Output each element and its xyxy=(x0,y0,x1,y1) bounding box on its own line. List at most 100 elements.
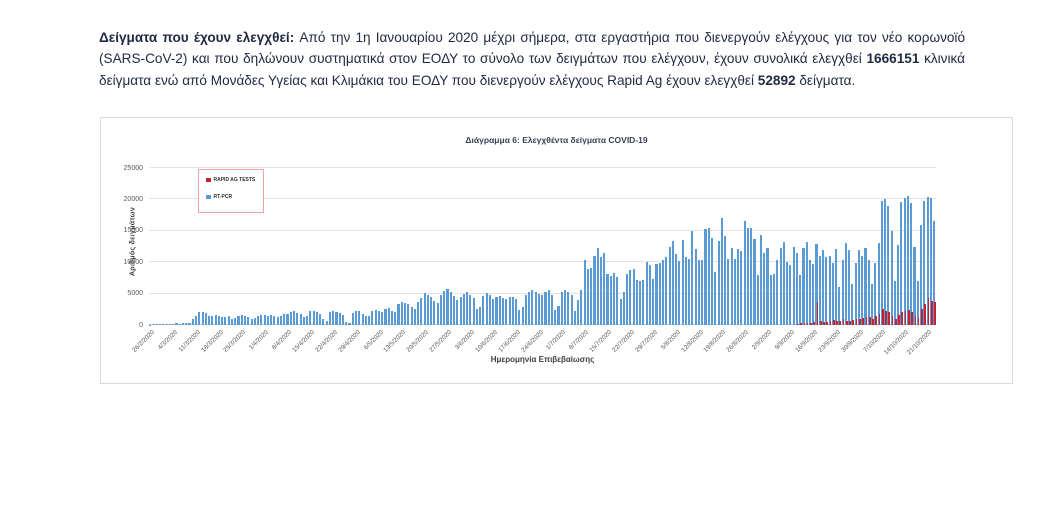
bar-rapid-ag xyxy=(894,319,897,325)
bar-rt-pcr xyxy=(191,319,194,325)
bar-rt-pcr xyxy=(417,302,420,325)
x-tick-label: 10/6/2020 xyxy=(474,329,499,354)
day-slot xyxy=(508,168,511,325)
day-slot xyxy=(472,168,475,325)
day-slot xyxy=(586,168,590,325)
bar-rt-pcr xyxy=(766,248,769,325)
bar-rt-pcr xyxy=(642,280,645,325)
day-slot xyxy=(263,168,266,325)
bar-rt-pcr xyxy=(655,264,658,325)
bar-rapid-ag xyxy=(934,302,936,325)
day-slot xyxy=(766,168,769,325)
bar-rt-pcr xyxy=(573,310,576,325)
day-slot xyxy=(642,168,645,325)
day-slot xyxy=(459,168,462,325)
bar-rt-pcr xyxy=(854,263,857,325)
bar-rapid-ag xyxy=(849,321,851,325)
bar-rapid-ag xyxy=(852,319,855,325)
bar-rt-pcr xyxy=(645,262,648,325)
bar-rt-pcr xyxy=(368,316,371,325)
bar-rapid-ag xyxy=(885,310,887,325)
bar-rapid-ag xyxy=(823,322,825,325)
day-slot xyxy=(841,168,845,325)
day-slot xyxy=(185,168,188,325)
day-slot xyxy=(524,168,528,325)
bar-rt-pcr xyxy=(799,274,802,325)
bar-rt-pcr xyxy=(390,310,394,325)
bar-rt-pcr xyxy=(727,259,730,325)
day-slot xyxy=(283,168,286,325)
bar-rt-pcr xyxy=(420,298,423,325)
bar-rapid-ag xyxy=(911,311,913,325)
day-slot xyxy=(309,168,312,325)
day-slot xyxy=(466,168,469,325)
day-slot xyxy=(831,168,835,325)
day-slot xyxy=(211,168,214,325)
bar-rt-pcr xyxy=(260,314,263,325)
bar-rt-pcr xyxy=(381,311,384,325)
bar-rt-pcr xyxy=(283,314,286,325)
bar-rt-pcr xyxy=(603,252,606,325)
bar-rt-pcr xyxy=(495,297,498,325)
day-slot xyxy=(838,168,842,325)
bar-rapid-ag xyxy=(862,318,864,325)
day-slot xyxy=(273,168,276,325)
bar-rt-pcr xyxy=(462,294,465,325)
day-slot xyxy=(443,168,446,325)
bar-rt-pcr xyxy=(459,297,462,325)
day-slot xyxy=(554,168,557,325)
bar-rt-pcr xyxy=(345,322,348,325)
bar-rt-pcr xyxy=(897,244,900,325)
day-slot xyxy=(756,168,759,325)
day-slot xyxy=(361,168,364,325)
day-slot xyxy=(515,168,518,325)
day-slot xyxy=(795,168,799,325)
bar-rt-pcr xyxy=(240,314,243,325)
bar-rt-pcr xyxy=(338,313,341,325)
bar-rt-pcr xyxy=(407,303,410,325)
day-slot xyxy=(648,168,652,325)
day-slot xyxy=(887,168,891,325)
day-slot xyxy=(684,168,688,325)
bar-rt-pcr xyxy=(684,256,687,325)
bar-rt-pcr xyxy=(880,200,883,325)
bar-rt-pcr xyxy=(364,315,367,325)
day-slot xyxy=(270,168,273,325)
bar-rt-pcr xyxy=(815,244,818,325)
day-slot xyxy=(417,168,420,325)
day-slot xyxy=(208,168,211,325)
bar-rt-pcr xyxy=(933,221,936,325)
bar-rt-pcr xyxy=(299,314,302,325)
day-slot xyxy=(632,168,635,325)
bar-rt-pcr xyxy=(606,274,609,325)
bar-rapid-ag xyxy=(865,316,868,325)
bar-rt-pcr xyxy=(789,264,792,325)
bar-rt-pcr xyxy=(485,292,488,325)
bar-rt-pcr xyxy=(870,283,874,325)
day-slot xyxy=(609,168,612,325)
bar-rt-pcr xyxy=(802,248,805,325)
bar-rt-pcr xyxy=(877,243,880,325)
bar-rt-pcr xyxy=(374,309,377,325)
day-slot xyxy=(789,168,792,325)
bar-rt-pcr xyxy=(355,311,358,325)
bar-rt-pcr xyxy=(159,324,162,325)
bar-rt-pcr xyxy=(335,311,338,325)
bar-rt-pcr xyxy=(583,259,586,325)
bar-rapid-ag xyxy=(908,309,910,325)
bar-rt-pcr xyxy=(743,220,746,325)
plot-area xyxy=(149,167,936,325)
day-slot xyxy=(475,168,479,325)
total-pcr-samples: 1666151 xyxy=(866,51,920,67)
day-slot xyxy=(528,168,531,325)
day-slot xyxy=(740,168,743,325)
bar-rt-pcr xyxy=(452,296,456,325)
bar-rt-pcr xyxy=(270,314,273,325)
bar-rt-pcr xyxy=(851,283,854,325)
day-slot xyxy=(619,168,622,325)
day-slot xyxy=(919,168,923,325)
day-slot xyxy=(243,168,247,325)
bar-rt-pcr xyxy=(586,269,589,325)
bar-rt-pcr xyxy=(351,313,354,325)
day-slot xyxy=(557,168,560,325)
